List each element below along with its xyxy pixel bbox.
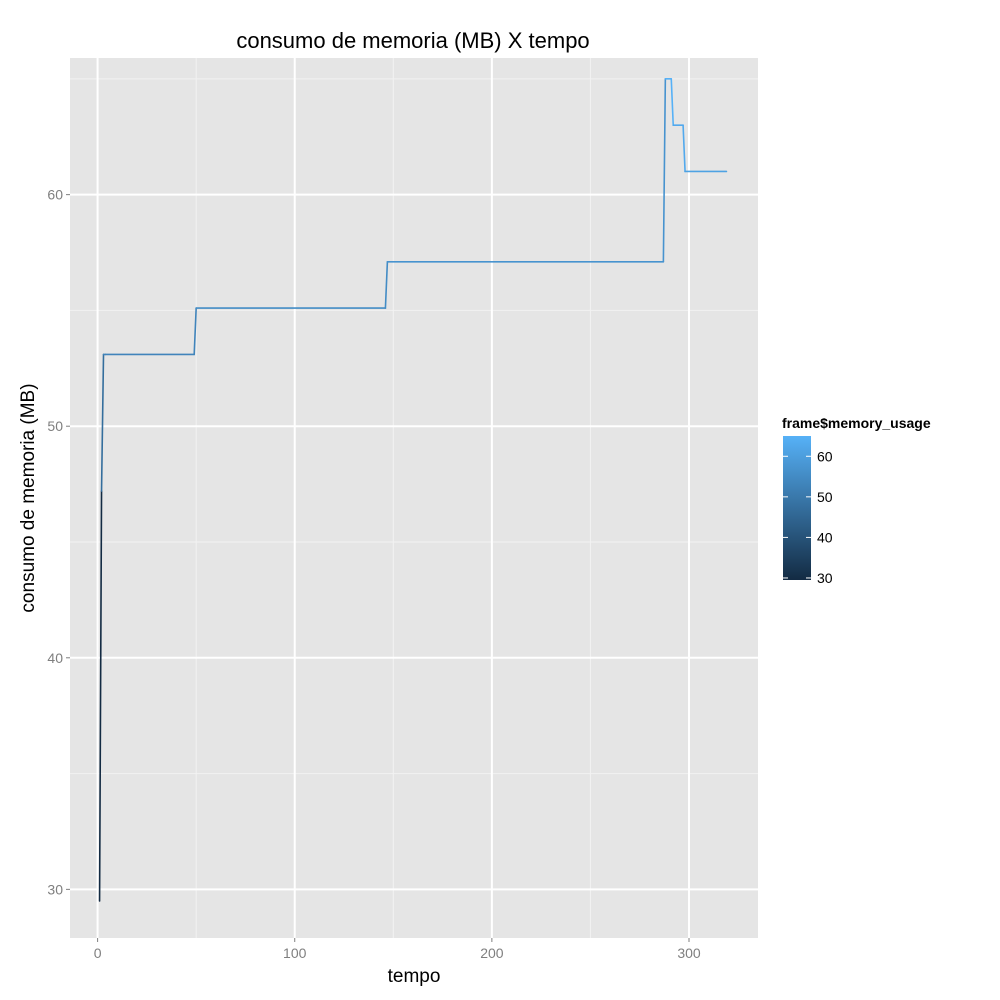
grid-major	[70, 58, 758, 938]
chart-title: consumo de memoria (MB) X tempo	[236, 28, 589, 53]
legend-tick-label: 40	[817, 529, 833, 545]
grid-minor	[70, 58, 758, 938]
line-segment	[193, 307, 197, 356]
y-tick-label: 50	[47, 418, 63, 434]
x-tick-label: 100	[283, 945, 307, 961]
legend-title: frame$memory_usage	[782, 415, 931, 431]
x-tick-label: 300	[677, 945, 701, 961]
line-segment	[662, 78, 667, 263]
line-segment	[100, 353, 105, 492]
x-axis-title: tempo	[388, 966, 441, 987]
legend-colorbar	[783, 436, 811, 580]
line-segment	[682, 124, 686, 173]
line-segment	[98, 490, 103, 902]
legend-tick-label: 50	[817, 489, 833, 505]
y-tick-label: 30	[47, 881, 63, 897]
line-segment	[670, 78, 675, 126]
y-axis-title: consumo de memoria (MB)	[18, 383, 39, 612]
line-segment	[384, 260, 389, 309]
y-tick-label: 40	[47, 650, 63, 666]
legend: frame$memory_usage 30 40 50 60	[782, 415, 931, 586]
plot-panel	[70, 58, 758, 938]
y-tick-label: 60	[47, 187, 63, 203]
x-tick-label: 0	[94, 945, 102, 961]
legend-tick-label: 60	[817, 448, 833, 464]
y-axis: 30 40 50 60	[47, 187, 70, 897]
data-series	[98, 78, 728, 902]
x-axis: 0 100 200 300	[94, 938, 701, 961]
x-tick-label: 200	[480, 945, 504, 961]
legend-ticks: 30 40 50 60	[783, 448, 833, 586]
legend-tick-label: 30	[817, 570, 833, 586]
